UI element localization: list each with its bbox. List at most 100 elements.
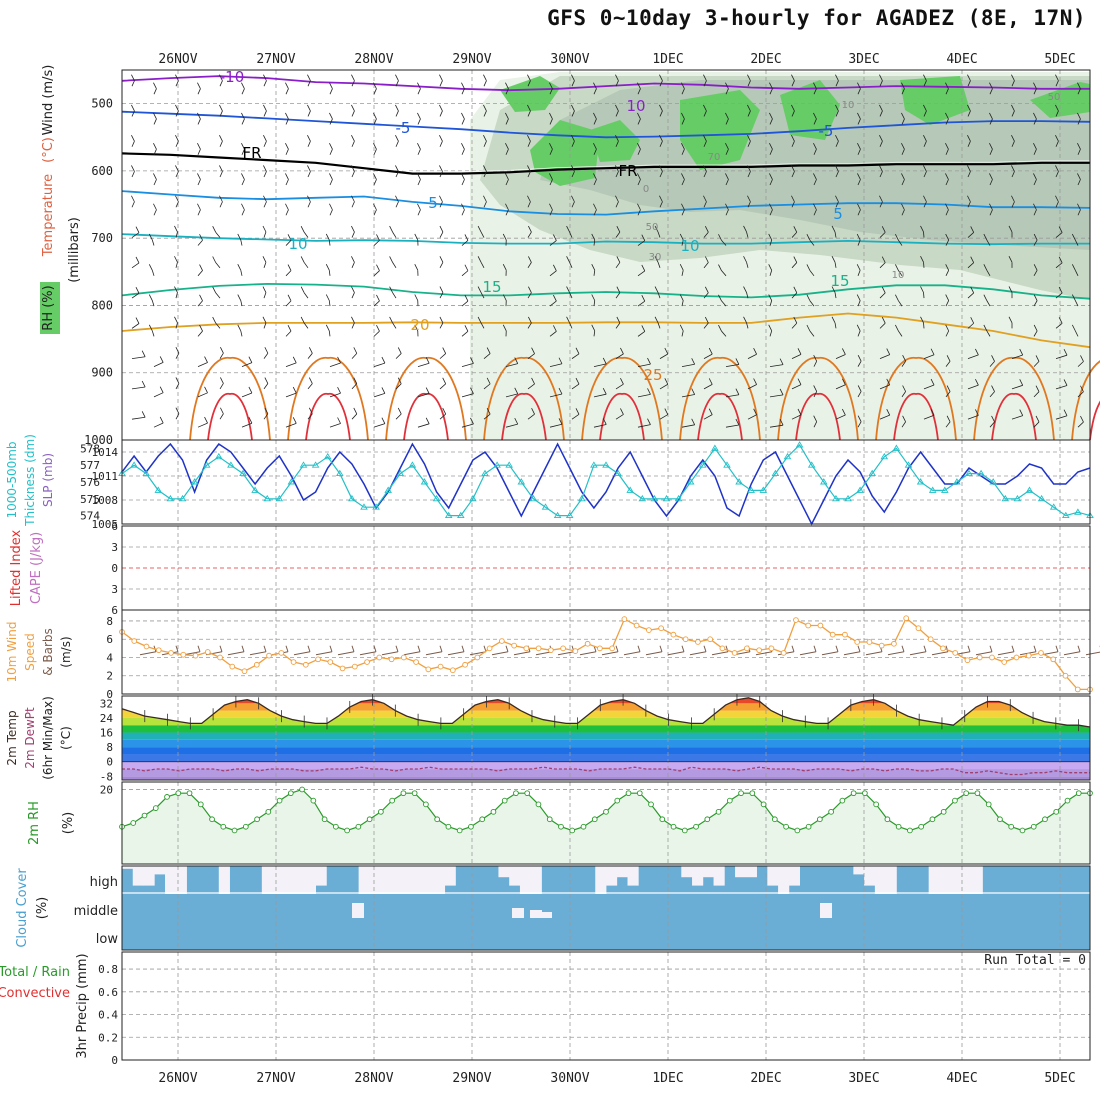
thickness-point xyxy=(142,469,150,477)
wind-barb xyxy=(439,110,443,117)
wind-barb-flag xyxy=(704,286,709,293)
wind-barb xyxy=(285,88,289,95)
wind-barb xyxy=(263,383,269,390)
wind-barb xyxy=(240,330,243,337)
wind-barb xyxy=(417,179,421,186)
wind-barb xyxy=(439,292,444,299)
wind-barb-flag xyxy=(212,256,217,263)
wind-barb xyxy=(505,423,518,428)
wind-barb-flag xyxy=(1077,112,1081,120)
wind-barb xyxy=(703,414,713,420)
thickness-tick-label: 577 xyxy=(80,459,100,472)
wind-barb xyxy=(857,209,861,216)
wind-barb-flag xyxy=(813,82,817,89)
cloud-high-gap xyxy=(530,866,542,894)
wind-barb-flag xyxy=(647,418,651,425)
ylabel-minmax: (6hr Min/Max) xyxy=(41,696,55,780)
wind-barb xyxy=(241,179,245,186)
wind-barb-flag xyxy=(527,195,531,202)
wind-barb-flag xyxy=(237,264,242,271)
wind-barb-10m xyxy=(227,651,245,656)
wind-barb-flag xyxy=(461,82,465,89)
wind-barb xyxy=(1033,88,1037,95)
wind-speed-point xyxy=(1001,659,1008,665)
wind-barb-flag xyxy=(527,165,531,172)
wind-barb-flag xyxy=(654,316,659,323)
wind-barb-flag xyxy=(329,173,333,180)
wind-barb-flag xyxy=(131,104,135,112)
panel-border xyxy=(121,781,1091,865)
wind-barb xyxy=(417,423,430,428)
wind-barb-flag xyxy=(197,82,201,89)
wind-barb-flag xyxy=(483,104,487,112)
wind-barb-flag xyxy=(779,418,784,426)
cloud-high-gap xyxy=(853,866,865,875)
wind-barb-flag xyxy=(414,264,419,271)
rh2m-point xyxy=(524,790,531,797)
wind-barb-flag xyxy=(395,195,399,202)
panel-border xyxy=(121,609,1091,695)
wind-barb-flag xyxy=(248,386,253,394)
wind-barb-flag xyxy=(175,104,179,112)
wind-barb xyxy=(703,171,707,178)
wind-barb-flag xyxy=(148,324,153,331)
wind-barb-flag xyxy=(414,233,419,241)
wind-speed-point xyxy=(646,627,652,633)
wind-barb xyxy=(285,300,292,307)
wind-barb-flag xyxy=(793,256,798,263)
wind-barb-flag xyxy=(470,417,474,425)
wind-barb-flag xyxy=(197,143,201,150)
wind-barb xyxy=(615,110,619,117)
wind-barb-flag xyxy=(1019,348,1024,356)
wind-barb-flag xyxy=(397,377,402,384)
wind-barb xyxy=(215,231,221,238)
wind-barb-flag xyxy=(174,225,178,233)
thickness-point xyxy=(844,494,852,502)
thickness-point xyxy=(880,452,889,460)
wind-speed-point xyxy=(707,636,714,643)
wind-barb xyxy=(175,171,179,178)
wind-barb-flag xyxy=(616,316,621,324)
wind-barb xyxy=(879,262,886,269)
wind-barb xyxy=(813,149,817,155)
precip-tick-label: 0.8 xyxy=(98,963,118,976)
wind-barb-flag xyxy=(797,408,802,416)
rh2m-point xyxy=(648,801,654,808)
wind-barb xyxy=(945,361,951,367)
wind-barb xyxy=(175,110,179,117)
wind-barb xyxy=(329,392,341,398)
wind-barb-flag xyxy=(1055,104,1059,112)
cloud-high-gap xyxy=(498,866,510,878)
isotherm-30 xyxy=(893,393,939,441)
wind-barb-flag xyxy=(856,233,861,241)
wind-barb xyxy=(263,322,267,329)
wind-barb xyxy=(791,414,802,420)
wind-barb xyxy=(505,209,509,216)
wind-barb xyxy=(901,209,905,216)
wind-barb xyxy=(615,80,619,87)
thickness-point xyxy=(469,494,477,502)
wind-barb-flag xyxy=(1071,233,1076,241)
wind-barb-flag xyxy=(743,256,747,263)
wind-barb xyxy=(131,386,146,390)
wind-barb xyxy=(175,262,178,268)
wind-barb-flag xyxy=(708,378,713,385)
wind-barb xyxy=(879,414,890,420)
wind-barb-flag xyxy=(769,112,773,120)
wind-barb xyxy=(879,292,886,299)
wind-barb xyxy=(351,171,355,178)
wind-barb-flag xyxy=(718,264,722,271)
wind-barb-flag xyxy=(263,165,267,172)
wind-barb xyxy=(351,322,355,329)
wind-barb xyxy=(328,300,331,307)
wind-barb-10m xyxy=(1085,651,1100,656)
temp-band xyxy=(122,761,1090,770)
thickness-point xyxy=(541,503,550,510)
wind-barb-flag xyxy=(743,316,747,323)
wind-barb-flag xyxy=(791,195,795,202)
wind-barb xyxy=(395,110,399,117)
wind-barb-flag xyxy=(566,256,570,263)
wind-barb xyxy=(153,179,157,186)
wind-barb-flag xyxy=(679,324,684,331)
cloud-high-gap xyxy=(412,866,424,894)
